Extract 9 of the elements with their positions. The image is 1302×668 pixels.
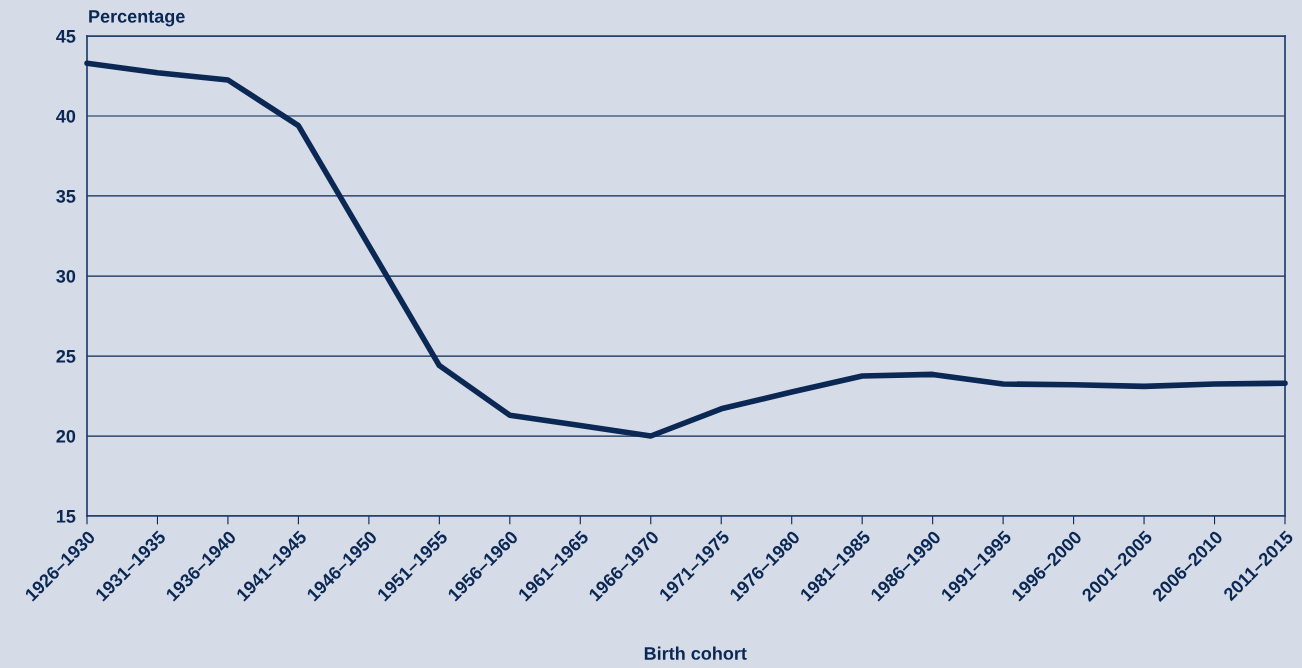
y-tick-label: 25 <box>56 349 76 363</box>
y-tick-label: 15 <box>56 510 76 523</box>
x-axis-title: Birth cohort <box>644 646 747 660</box>
y-tick-label: 35 <box>56 189 76 203</box>
y-axis-title: Percentage <box>89 10 185 27</box>
y-tick-label: 30 <box>56 269 76 283</box>
y-tick-label: 45 <box>56 30 76 43</box>
y-tick-label: 20 <box>56 429 76 443</box>
y-tick-label: 40 <box>56 109 76 123</box>
